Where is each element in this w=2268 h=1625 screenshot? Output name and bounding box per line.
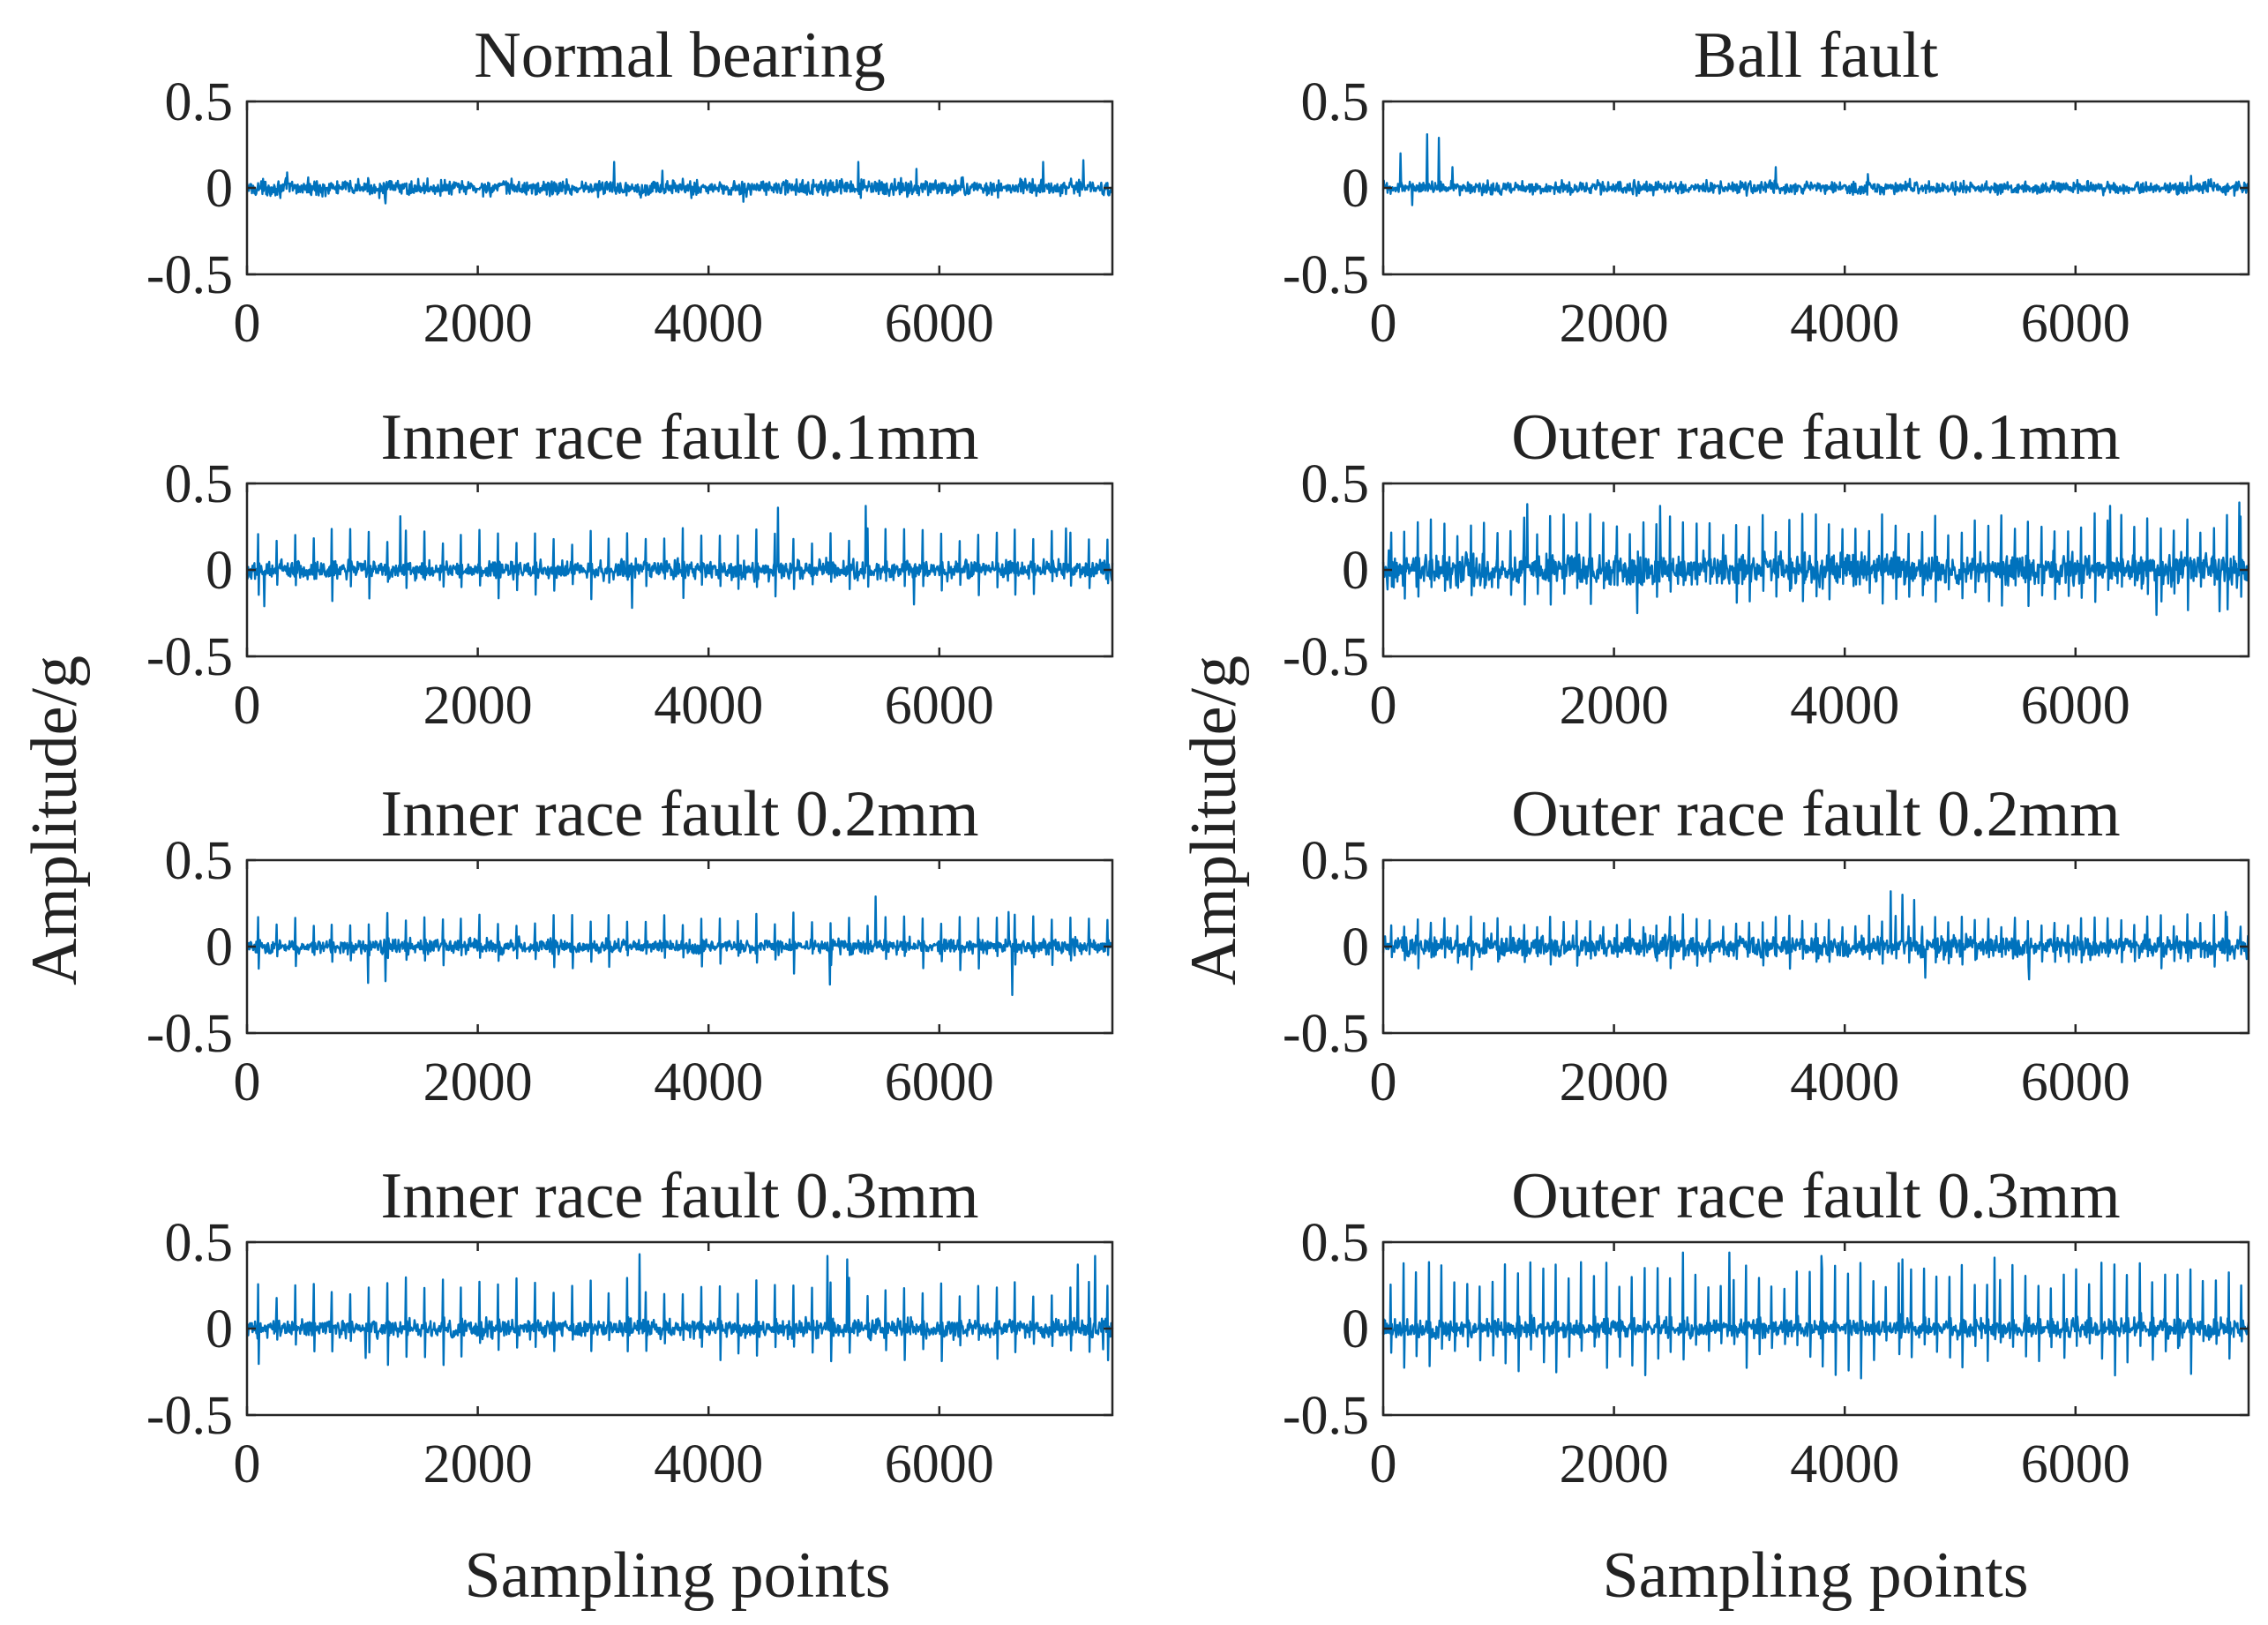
x-tick-label: 2000 [1560, 1052, 1669, 1112]
y-tick-label: 0.5 [1301, 831, 1370, 891]
subplot-title: Normal bearing [474, 19, 885, 92]
subplot-title: Outer race fault 0.1mm [1511, 401, 2120, 474]
x-tick-label: 2000 [423, 1052, 533, 1112]
x-tick-label: 0 [1370, 1052, 1397, 1112]
x-tick-label: 6000 [2021, 294, 2130, 354]
y-tick-label: -0.5 [146, 1386, 233, 1446]
y-tick-label: 0 [206, 1299, 233, 1359]
x-tick-label: 0 [1370, 676, 1397, 736]
y-tick-label: 0.5 [165, 454, 234, 514]
x-tick-label: 6000 [2021, 1434, 2130, 1494]
x-tick-label: 6000 [2021, 676, 2130, 736]
x-tick-label: 6000 [885, 1434, 994, 1494]
subplot-title: Outer race fault 0.2mm [1511, 778, 2120, 850]
x-tick-label: 4000 [654, 1052, 763, 1112]
y-tick-label: 0 [1342, 917, 1369, 977]
signal-line [1381, 1251, 2250, 1380]
x-tick-label: 2000 [423, 294, 533, 354]
y-tick-label: -0.5 [1283, 1004, 1369, 1064]
x-tick-label: 0 [234, 1434, 261, 1494]
x-tick-label: 0 [234, 676, 261, 736]
x-tick-label: 4000 [1790, 294, 1899, 354]
y-tick-label: 0.5 [165, 1213, 234, 1273]
y-tick-label: -0.5 [1283, 1386, 1369, 1446]
x-axis-label-right: Sampling points [1602, 1539, 2028, 1612]
subplot-title: Inner race fault 0.1mm [380, 401, 978, 474]
subplot-title: Inner race fault 0.3mm [380, 1160, 978, 1232]
y-tick-label: -0.5 [146, 627, 233, 687]
x-tick-label: 0 [1370, 1434, 1397, 1494]
y-tick-label: 0.5 [1301, 454, 1370, 514]
x-tick-label: 4000 [654, 294, 763, 354]
y-tick-label: 0.5 [1301, 72, 1370, 132]
y-tick-label: -0.5 [1283, 245, 1369, 305]
y-tick-label: -0.5 [146, 245, 233, 305]
x-tick-label: 6000 [2021, 1052, 2130, 1112]
y-tick-label: 0.5 [165, 72, 234, 132]
x-tick-label: 4000 [654, 1434, 763, 1494]
x-tick-label: 6000 [885, 676, 994, 736]
signal-line [245, 159, 1113, 205]
x-tick-label: 0 [234, 1052, 261, 1112]
y-axis-label-right: Amplitude/g [1178, 655, 1250, 985]
y-tick-label: 0 [1342, 541, 1369, 601]
signal-line [1381, 890, 2250, 981]
signal-line [1381, 501, 2250, 617]
y-axis-label-left: Amplitude/g [19, 655, 91, 985]
x-tick-label: 6000 [885, 294, 994, 354]
x-tick-label: 6000 [885, 1052, 994, 1112]
x-tick-label: 4000 [1790, 1052, 1899, 1112]
x-tick-label: 2000 [423, 676, 533, 736]
signal-line [245, 505, 1114, 610]
x-tick-label: 4000 [1790, 1434, 1899, 1494]
signal-line [1381, 133, 2250, 206]
y-tick-label: -0.5 [1283, 627, 1369, 687]
x-tick-label: 0 [1370, 294, 1397, 354]
x-tick-label: 2000 [1560, 294, 1669, 354]
y-tick-label: 0 [206, 917, 233, 977]
signal-line [245, 895, 1113, 997]
y-tick-label: 0.5 [165, 831, 234, 891]
y-tick-label: 0 [1342, 159, 1369, 219]
x-tick-label: 2000 [423, 1434, 533, 1494]
y-tick-label: -0.5 [146, 1004, 233, 1064]
x-tick-label: 2000 [1560, 676, 1669, 736]
subplot-title: Inner race fault 0.2mm [380, 778, 978, 850]
x-tick-label: 2000 [1560, 1434, 1669, 1494]
y-tick-label: 0 [206, 541, 233, 601]
x-tick-label: 4000 [1790, 676, 1899, 736]
x-axis-label-left: Sampling points [464, 1539, 890, 1612]
signal-line [246, 1253, 1114, 1367]
y-tick-label: 0 [1342, 1299, 1369, 1359]
subplot-title: Outer race fault 0.3mm [1511, 1160, 2120, 1232]
y-tick-label: 0 [206, 159, 233, 219]
x-tick-label: 0 [234, 294, 261, 354]
x-tick-label: 4000 [654, 676, 763, 736]
subplot-title: Ball fault [1694, 19, 1939, 92]
y-tick-label: 0.5 [1301, 1213, 1370, 1273]
